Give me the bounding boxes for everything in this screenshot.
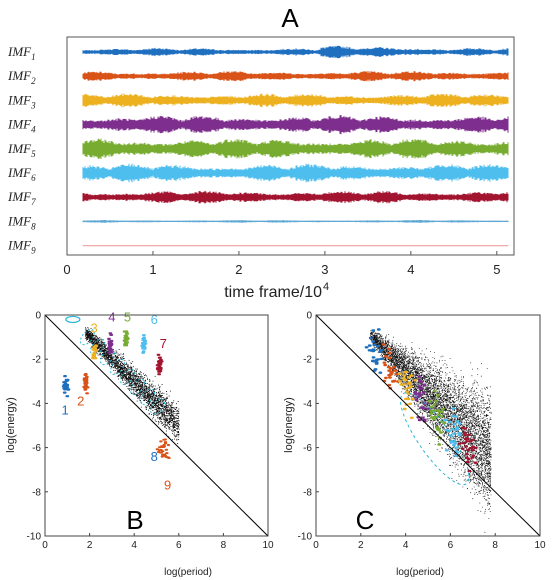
panelB-y-tick-label: -8 (32, 487, 41, 498)
panel-c-cluster-outline (400, 392, 470, 486)
imf-label-3: IMF3 (7, 92, 36, 110)
imf-label-8: IMF8 (7, 213, 36, 231)
panelC-x-tick-label: 10 (534, 540, 546, 551)
panel-b-cluster-outline (150, 398, 166, 415)
panel-b-cluster-number: 2 (77, 394, 84, 409)
panelC-reference-line (315, 314, 541, 537)
panel-b-cluster-number: 9 (164, 478, 171, 493)
panel-a-x-axis-exp: 4 (323, 281, 329, 293)
panelC-x-tick-label: 4 (403, 540, 409, 551)
panel-b-colored-cluster (82, 373, 90, 395)
panelC-x-tick-label: 6 (448, 540, 454, 551)
panelB-x-tick-label: 6 (176, 540, 182, 551)
panelB-y-tick-label: -10 (27, 532, 42, 543)
panel-a-x-tick-label: 3 (321, 262, 328, 277)
panelB-reference-line (44, 314, 269, 537)
imf-label-2: IMF2 (7, 68, 36, 86)
panel-b-cluster-outline (89, 338, 105, 356)
imf-label-6: IMF6 (7, 165, 36, 183)
panel-c-colored-points (443, 407, 462, 457)
imf-labels: IMF1 IMF2 IMF3 IMF4 IMF5 IMF6 IMF7 IMF8 IMF9 (7, 44, 36, 256)
panel-a-frame (66, 36, 515, 256)
panel-b-cluster-outline (130, 378, 145, 395)
panel-b-tail-cluster (155, 438, 171, 459)
panelC-y-tick-label: 0 (306, 311, 312, 322)
panel-c-background-points (370, 329, 492, 533)
panel-b-colored-cluster (107, 332, 114, 354)
panel-a-x-tick-label: 0 (63, 262, 70, 277)
panel-a-x-ticks: 0 1 2 3 4 5 (63, 251, 500, 277)
panel-a-x-tick-label: 2 (235, 262, 242, 277)
imf-traces (82, 45, 509, 247)
panelB-x-tick-label: 8 (221, 540, 227, 551)
panel-b-cluster-number: 8 (151, 449, 158, 464)
panel-b-background-points (85, 327, 180, 444)
panel-b-colored-cluster (140, 334, 148, 354)
panel-c-colored-points (427, 389, 447, 446)
imf-label-7: IMF7 (7, 189, 36, 207)
imf-label-9: IMF9 (7, 238, 36, 256)
panel-b-cluster-outline (140, 388, 156, 405)
panelC-y-tick-label: -6 (303, 443, 312, 454)
panel-b-colored-cluster (122, 330, 130, 347)
panel-b-cluster-number: 3 (90, 321, 97, 336)
panel-b-cluster-number: 6 (151, 312, 158, 327)
panel-a-x-tick-label: 4 (407, 262, 414, 277)
panelB-y-tick-label: -6 (32, 443, 41, 454)
panel-b-label: B (126, 505, 143, 535)
panelB-x-tick-label: 2 (87, 540, 93, 551)
panelB-frame (44, 314, 269, 537)
panel-b-cluster-outline (79, 328, 95, 346)
panel-b-y-axis-label: log(energy) (5, 397, 17, 453)
panel-a-x-tick-label: 5 (493, 262, 500, 277)
panel-b-cluster-outline (120, 368, 135, 385)
panelC-y-tick-label: -10 (298, 532, 313, 543)
panel-b-cluster-number: 4 (108, 310, 115, 325)
panel-b-colored-cluster (155, 353, 164, 376)
panel-a-label: A (281, 3, 299, 33)
panel-c-x-axis-label: log(period) (396, 567, 444, 578)
panelB-x-tick-label: 0 (42, 540, 48, 551)
panel-c-colored-points (364, 328, 384, 374)
panelC-frame (315, 314, 541, 537)
panelC-points (364, 328, 492, 533)
panel-b-x-axis-label: log(period) (164, 567, 212, 578)
panelC-y-tick-label: -4 (303, 399, 312, 410)
imf-label-1: IMF1 (7, 44, 36, 62)
panel-a-x-tick-label: 1 (149, 262, 156, 277)
panel-c-colored-points (381, 343, 400, 390)
panelC-x-tick-label: 2 (358, 540, 364, 551)
panelB-y-tick-label: 0 (35, 311, 41, 322)
panelB-points (61, 315, 180, 459)
panel-b-cluster-outline (110, 358, 125, 376)
panel-c-label: C (356, 505, 375, 535)
panel-a-x-axis-label: time frame/10 (224, 284, 322, 301)
panel-b-cluster-number: 7 (160, 336, 167, 351)
panel-b-cluster-number: 5 (124, 310, 131, 325)
panelC-x-tick-label: 0 (313, 540, 319, 551)
panel-b-top-cluster (65, 315, 81, 324)
panelC-y-tick-label: -8 (303, 487, 312, 498)
panel-c-y-axis-label: log(energy) (283, 397, 295, 453)
panel-b-colored-cluster (91, 344, 99, 360)
panel-b-cluster-number: 1 (61, 402, 68, 417)
panel-b-colored-cluster (61, 375, 71, 398)
imf-label-4: IMF4 (7, 117, 36, 135)
panelC-x-tick-label: 8 (492, 540, 498, 551)
panelC-y-tick-label: -2 (303, 355, 312, 366)
panelB-y-tick-label: -2 (32, 355, 41, 366)
panelB-x-tick-label: 10 (262, 540, 274, 551)
panelB-x-tick-label: 4 (131, 540, 137, 551)
panel-c: 0 2 4 6 8 10 0 -2 -4 -6 -8 -10 (298, 311, 546, 552)
imf-label-5: IMF5 (7, 141, 36, 159)
panel-c-colored-points (457, 426, 478, 473)
panelB-y-tick-label: -4 (32, 399, 41, 410)
